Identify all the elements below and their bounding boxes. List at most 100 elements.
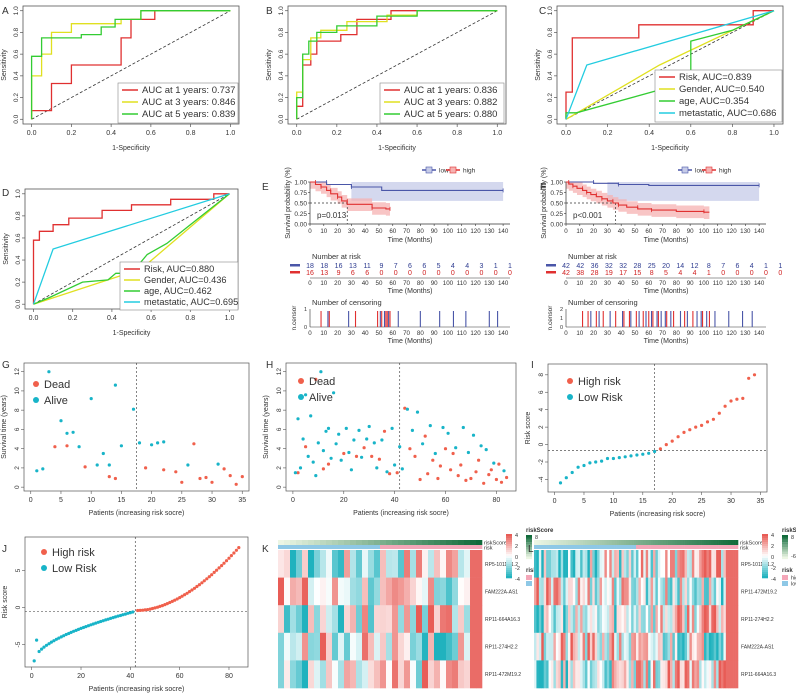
x-tick-label: 5 xyxy=(582,498,586,505)
heat-cell xyxy=(606,577,610,606)
plot-frame xyxy=(22,5,240,125)
color-key-cell xyxy=(506,572,512,575)
legend-dot-a xyxy=(41,549,47,555)
heat-cell xyxy=(308,550,315,578)
heat-cell xyxy=(633,550,637,578)
legend-label: High risk xyxy=(578,376,621,388)
y-axis-label: Survival time (years) xyxy=(1,395,8,459)
heat-cell xyxy=(458,577,465,606)
point-a xyxy=(160,604,164,608)
heat-cell xyxy=(657,550,661,578)
heat-cell xyxy=(374,632,381,661)
heat-cell xyxy=(344,550,351,578)
riskscore-cell xyxy=(398,540,405,545)
point-a xyxy=(207,575,211,579)
x-axis-label: Time (Months) xyxy=(644,237,689,244)
point-b xyxy=(484,448,488,452)
point-a xyxy=(150,606,155,611)
risk-count-low: 28 xyxy=(634,263,642,270)
point-a xyxy=(735,397,739,401)
risk-count-low: 1 xyxy=(494,263,498,270)
censor-x-tick-label: 120 xyxy=(470,330,481,337)
y-tick-label: 2 xyxy=(276,466,283,470)
risk-count-high: 38 xyxy=(576,270,584,277)
row-label: RP5-1011O1.2 xyxy=(485,562,518,568)
heat-cell xyxy=(308,660,315,689)
risk-group-cell xyxy=(631,545,634,549)
heat-cell xyxy=(555,632,559,661)
heat-cell xyxy=(735,632,739,661)
heat-cell xyxy=(648,660,651,689)
heat-cell xyxy=(434,605,441,634)
point-a xyxy=(212,570,216,575)
risk-group-cell xyxy=(602,545,605,549)
x-tick-label: 60 xyxy=(645,228,652,235)
heat-cell xyxy=(723,605,727,634)
reference-diagonal xyxy=(296,10,498,120)
heat-cell xyxy=(541,550,545,578)
point-a xyxy=(210,573,214,577)
heat-cell xyxy=(609,660,613,689)
point-a xyxy=(497,462,501,466)
heat-cell xyxy=(548,632,552,661)
heat-cell xyxy=(446,577,453,606)
point-a xyxy=(173,598,177,602)
heat-cell xyxy=(570,632,574,661)
point-a xyxy=(469,476,473,481)
heat-cell xyxy=(553,660,557,689)
heat-cell xyxy=(597,577,600,606)
x-tick-label: 15 xyxy=(117,497,125,504)
point-b xyxy=(623,455,627,459)
point-b xyxy=(64,632,68,637)
point-a xyxy=(141,608,145,612)
heat-cell xyxy=(604,632,608,661)
riskscore-cell xyxy=(344,540,351,545)
heat-cell xyxy=(284,660,291,689)
censor-x-tick-label: 20 xyxy=(334,330,341,337)
heat-cell xyxy=(572,605,576,634)
point-a xyxy=(180,480,184,484)
risk-x-tick-label: 10 xyxy=(320,280,327,287)
point-a xyxy=(436,476,440,481)
heat-cell xyxy=(640,660,644,689)
riskscore-cell xyxy=(708,540,712,545)
heat-cell xyxy=(711,605,715,634)
heat-cell xyxy=(284,577,291,606)
risk-count-low: 7 xyxy=(394,263,398,270)
risk-group-cell xyxy=(344,545,351,549)
heat-cell xyxy=(580,632,583,661)
risk-group-cell xyxy=(320,545,327,549)
risk-x-tick-label: 110 xyxy=(713,280,723,287)
point-b xyxy=(380,438,384,442)
y-tick-label: 10 xyxy=(14,387,21,395)
color-key-cell xyxy=(506,534,512,537)
riskscore-key-cell xyxy=(526,544,532,548)
color-key-cell xyxy=(762,562,768,565)
heat-cell xyxy=(623,660,627,689)
heat-cell xyxy=(565,605,569,634)
heat-cell xyxy=(667,577,671,606)
risk-group-cell xyxy=(628,545,632,549)
heat-cell xyxy=(665,577,668,606)
risk-count-high: 0 xyxy=(379,270,383,277)
y-tick-label: 6 xyxy=(276,427,283,431)
legend-swatch-high-band xyxy=(705,166,713,174)
heat-cell xyxy=(560,632,564,661)
heat-cell xyxy=(356,577,363,606)
risk-group-cell xyxy=(548,545,552,549)
point-b xyxy=(107,463,111,467)
heat-cell xyxy=(434,660,441,689)
heat-cell xyxy=(614,660,617,689)
riskscore-cell xyxy=(278,540,285,545)
risk-group-cell xyxy=(565,545,569,549)
riskscore-key-cell xyxy=(782,539,788,543)
legend-label: AUC at 5 years: 0.839 xyxy=(142,109,235,120)
heat-cell xyxy=(621,577,625,606)
risk-count-high: 28 xyxy=(591,270,599,277)
point-a xyxy=(53,445,57,449)
riskscore-cell xyxy=(356,540,363,545)
color-key-tick: -4 xyxy=(515,577,520,583)
heat-cell xyxy=(398,550,405,578)
heat-cell xyxy=(458,605,465,634)
x-tick-label: 10 xyxy=(609,498,617,505)
